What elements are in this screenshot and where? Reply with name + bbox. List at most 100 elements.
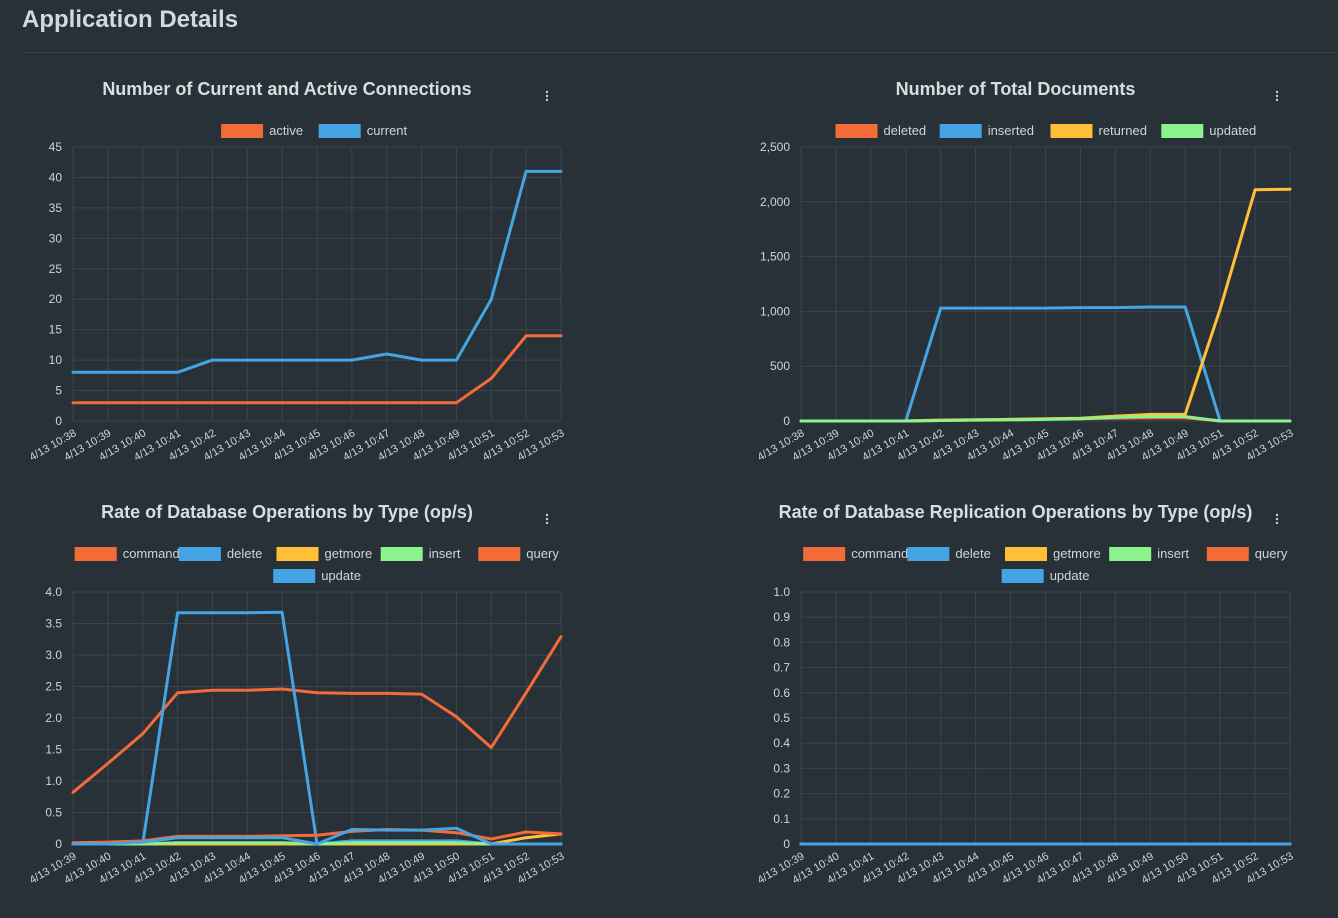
y-tick-label: 0.8	[773, 635, 790, 649]
legend-swatch	[1161, 124, 1204, 138]
documents-chart-svg: Number of Total Documents deleted inserted…	[755, 79, 1295, 464]
y-tick-label: 0.4	[773, 736, 790, 750]
db-ops-chart-svg: Rate of Database Operations by Type (op/…	[27, 502, 566, 887]
legend-label: returned	[1099, 123, 1147, 138]
legend-item-active[interactable]: active	[221, 123, 303, 138]
legend-label: delete	[227, 546, 262, 561]
legend-swatch	[907, 547, 950, 561]
legend-label: deleted	[884, 123, 927, 138]
legend-swatch	[380, 547, 423, 561]
legend-item-getmore[interactable]: getmore	[1005, 546, 1101, 561]
legend-item-query[interactable]: query	[1206, 546, 1288, 561]
y-tick-label: 0.5	[45, 806, 62, 820]
y-tick-label: 0.6	[773, 686, 790, 700]
legend-label: getmore	[1053, 546, 1101, 561]
legend-swatch	[276, 547, 319, 561]
y-tick-label: 1,000	[760, 304, 790, 318]
y-tick-label: 2.5	[45, 680, 62, 694]
legend-item-command[interactable]: command	[74, 546, 180, 561]
legend-label: insert	[429, 546, 461, 561]
legend-swatch	[478, 547, 521, 561]
legend-item-insert[interactable]: insert	[1109, 546, 1189, 561]
legend-swatch	[939, 124, 982, 138]
legend-label: update	[1050, 568, 1090, 583]
series-line-active[interactable]	[71, 334, 563, 405]
legend-label: insert	[1157, 546, 1189, 561]
vertical-dots-icon[interactable]	[545, 513, 549, 525]
legend-item-deleted[interactable]: deleted	[835, 123, 927, 138]
y-tick-label: 0	[783, 837, 790, 851]
legend-item-query[interactable]: query	[478, 546, 559, 561]
y-tick-label: 0	[55, 414, 62, 428]
legend-swatch	[74, 547, 117, 561]
legend-item-delete[interactable]: delete	[178, 546, 262, 561]
legend-item-returned[interactable]: returned	[1050, 123, 1147, 138]
y-tick-label: 0.2	[773, 787, 790, 801]
legend-label: command	[851, 546, 908, 561]
legend-item-insert[interactable]: insert	[380, 546, 461, 561]
y-tick-label: 3.5	[45, 617, 62, 631]
y-tick-label: 3.0	[45, 648, 62, 662]
legend-item-delete[interactable]: delete	[907, 546, 991, 561]
legend-swatch	[1005, 547, 1047, 561]
legend-item-update[interactable]: update	[1001, 568, 1090, 583]
y-tick-label: 0.5	[773, 711, 790, 725]
y-tick-label: 0.3	[773, 761, 790, 775]
series-line-updated[interactable]	[799, 415, 1292, 423]
y-tick-label: 45	[49, 140, 63, 154]
legend-label: update	[321, 568, 361, 583]
y-tick-label: 1,500	[760, 250, 790, 264]
y-tick-label: 30	[49, 231, 63, 245]
vertical-dots-icon[interactable]	[1275, 90, 1279, 102]
legend-label: current	[367, 123, 408, 138]
series-line-current[interactable]	[71, 169, 563, 374]
legend-label: query	[526, 546, 559, 561]
connections-chart-svg: Number of Current and Active Connections…	[27, 79, 566, 464]
y-tick-label: 2,000	[760, 195, 790, 209]
y-tick-label: 35	[49, 201, 63, 215]
y-tick-label: 25	[49, 262, 63, 276]
repl-ops-chart-svg: Rate of Database Replication Operations …	[755, 502, 1295, 887]
legend-swatch	[273, 569, 316, 583]
y-tick-label: 0.7	[773, 661, 790, 675]
page-title: Application Details	[22, 6, 239, 33]
legend-label: updated	[1209, 123, 1256, 138]
legend-label: delete	[955, 546, 990, 561]
legend-item-update[interactable]: update	[273, 568, 361, 583]
legend-item-inserted[interactable]: inserted	[939, 123, 1034, 138]
legend-item-getmore[interactable]: getmore	[276, 546, 373, 561]
legend-item-current[interactable]: current	[318, 123, 408, 138]
y-tick-label: 5	[55, 384, 62, 398]
legend-swatch	[1206, 547, 1249, 561]
vertical-dots-icon[interactable]	[1275, 513, 1279, 525]
legend-label: command	[123, 546, 180, 561]
y-tick-label: 0.1	[773, 812, 790, 826]
chart-title: Number of Total Documents	[896, 79, 1136, 99]
series-line-command[interactable]	[71, 635, 563, 794]
legend-swatch	[835, 124, 878, 138]
y-tick-label: 4.0	[45, 585, 62, 599]
y-tick-label: 1.5	[45, 743, 62, 757]
vertical-dots-icon[interactable]	[545, 90, 549, 102]
replication-operations-chart-panel: Rate of Database Replication Operations …	[680, 483, 1338, 918]
y-tick-label: 1.0	[45, 774, 62, 788]
y-tick-label: 10	[49, 353, 63, 367]
legend-label: inserted	[988, 123, 1034, 138]
connections-chart-panel: Number of Current and Active Connections…	[0, 60, 660, 480]
legend-swatch	[1050, 124, 1093, 138]
legend-label: getmore	[325, 546, 373, 561]
header-divider	[22, 52, 1338, 53]
y-tick-label: 20	[49, 292, 63, 306]
y-tick-label: 0	[783, 414, 790, 428]
legend-item-updated[interactable]: updated	[1161, 123, 1256, 138]
chart-title: Number of Current and Active Connections	[102, 79, 471, 99]
y-tick-label: 0.9	[773, 610, 790, 624]
legend-item-command[interactable]: command	[803, 546, 908, 561]
series-line-update[interactable]	[71, 826, 563, 846]
y-tick-label: 500	[770, 359, 790, 373]
y-tick-label: 2,500	[760, 140, 790, 154]
legend-swatch	[1001, 569, 1044, 583]
y-tick-label: 40	[49, 170, 63, 184]
legend-swatch	[318, 124, 361, 138]
legend-label: query	[1255, 546, 1288, 561]
